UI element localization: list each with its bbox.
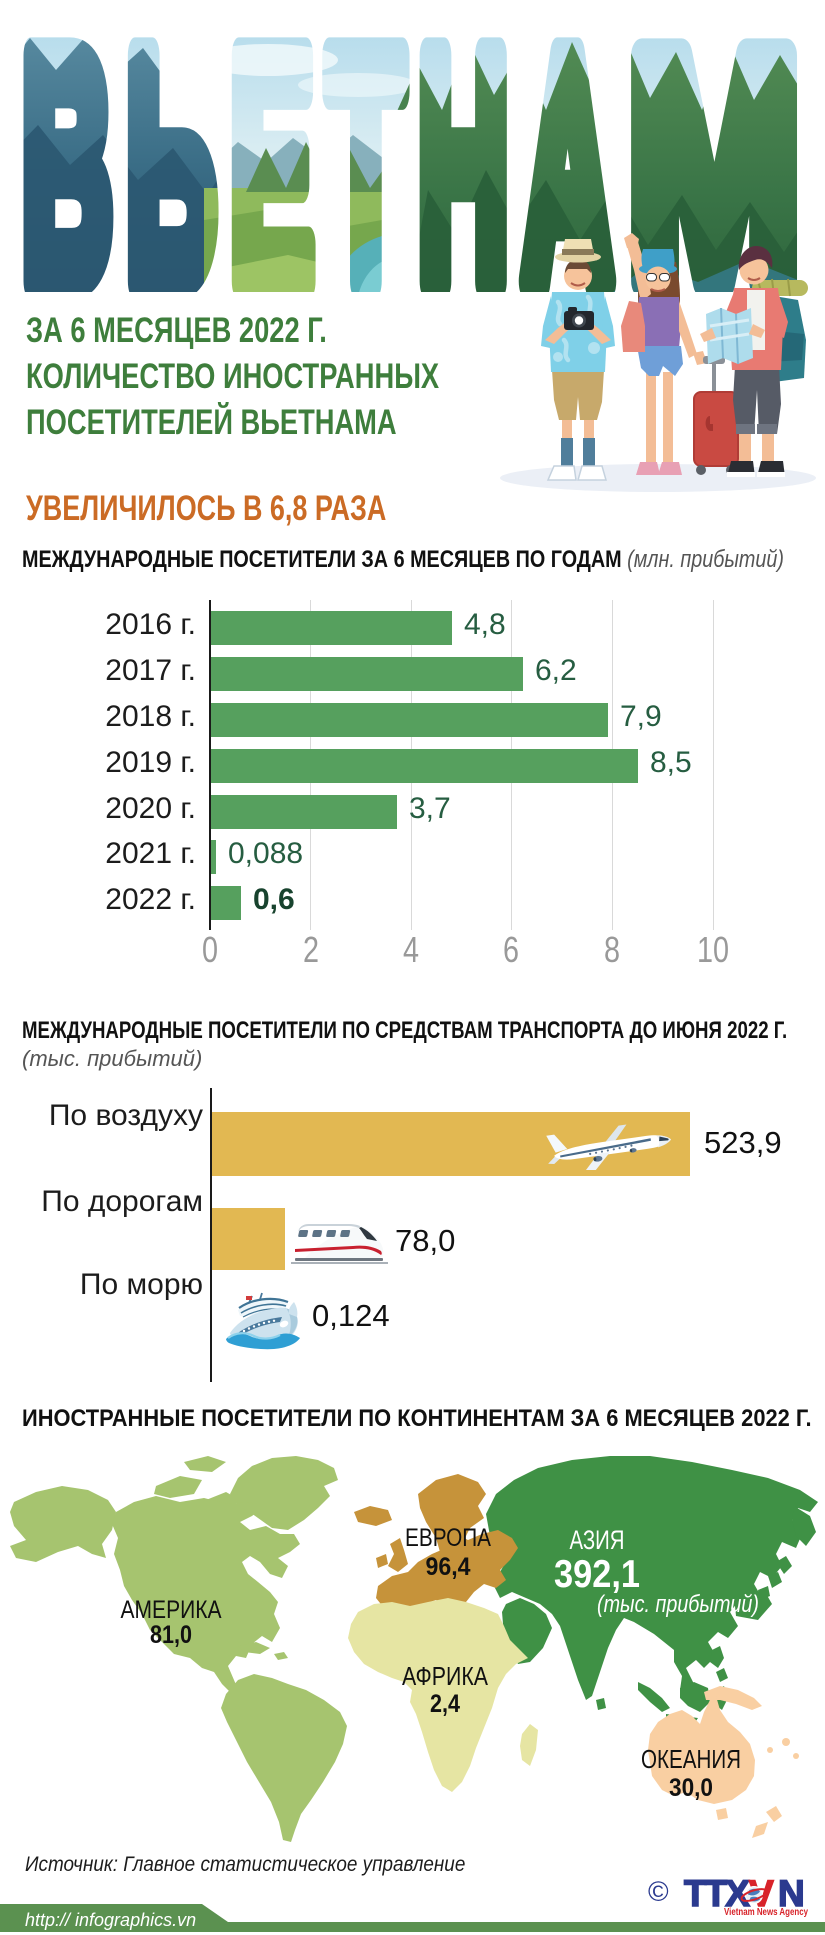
svg-text:96,4: 96,4 [426, 1553, 471, 1581]
svg-text:ЕВРОПА: ЕВРОПА [405, 1524, 491, 1552]
svg-text:81,0: 81,0 [150, 1621, 192, 1649]
svg-text:ОКЕАНИЯ: ОКЕАНИЯ [641, 1744, 741, 1774]
svg-text:АМЕРИКА: АМЕРИКА [121, 1596, 222, 1624]
svg-text:30,0: 30,0 [669, 1774, 713, 1802]
svg-text:2,4: 2,4 [430, 1690, 460, 1718]
svg-text:АФРИКА: АФРИКА [402, 1661, 489, 1691]
svg-text:АЗИЯ: АЗИЯ [570, 1525, 625, 1555]
svg-text:392,1: 392,1 [554, 1553, 640, 1596]
svg-text:©: © [648, 1876, 669, 1907]
svg-text:TTX: TTX [684, 1873, 750, 1914]
svg-text:Vietnam News Agency: Vietnam News Agency [724, 1906, 808, 1918]
svg-text:(тыс. прибытий): (тыс. прибытий) [597, 1591, 759, 1618]
svg-text:N: N [778, 1873, 803, 1914]
svg-text:http:// infographics.vn: http:// infographics.vn [25, 1910, 196, 1930]
